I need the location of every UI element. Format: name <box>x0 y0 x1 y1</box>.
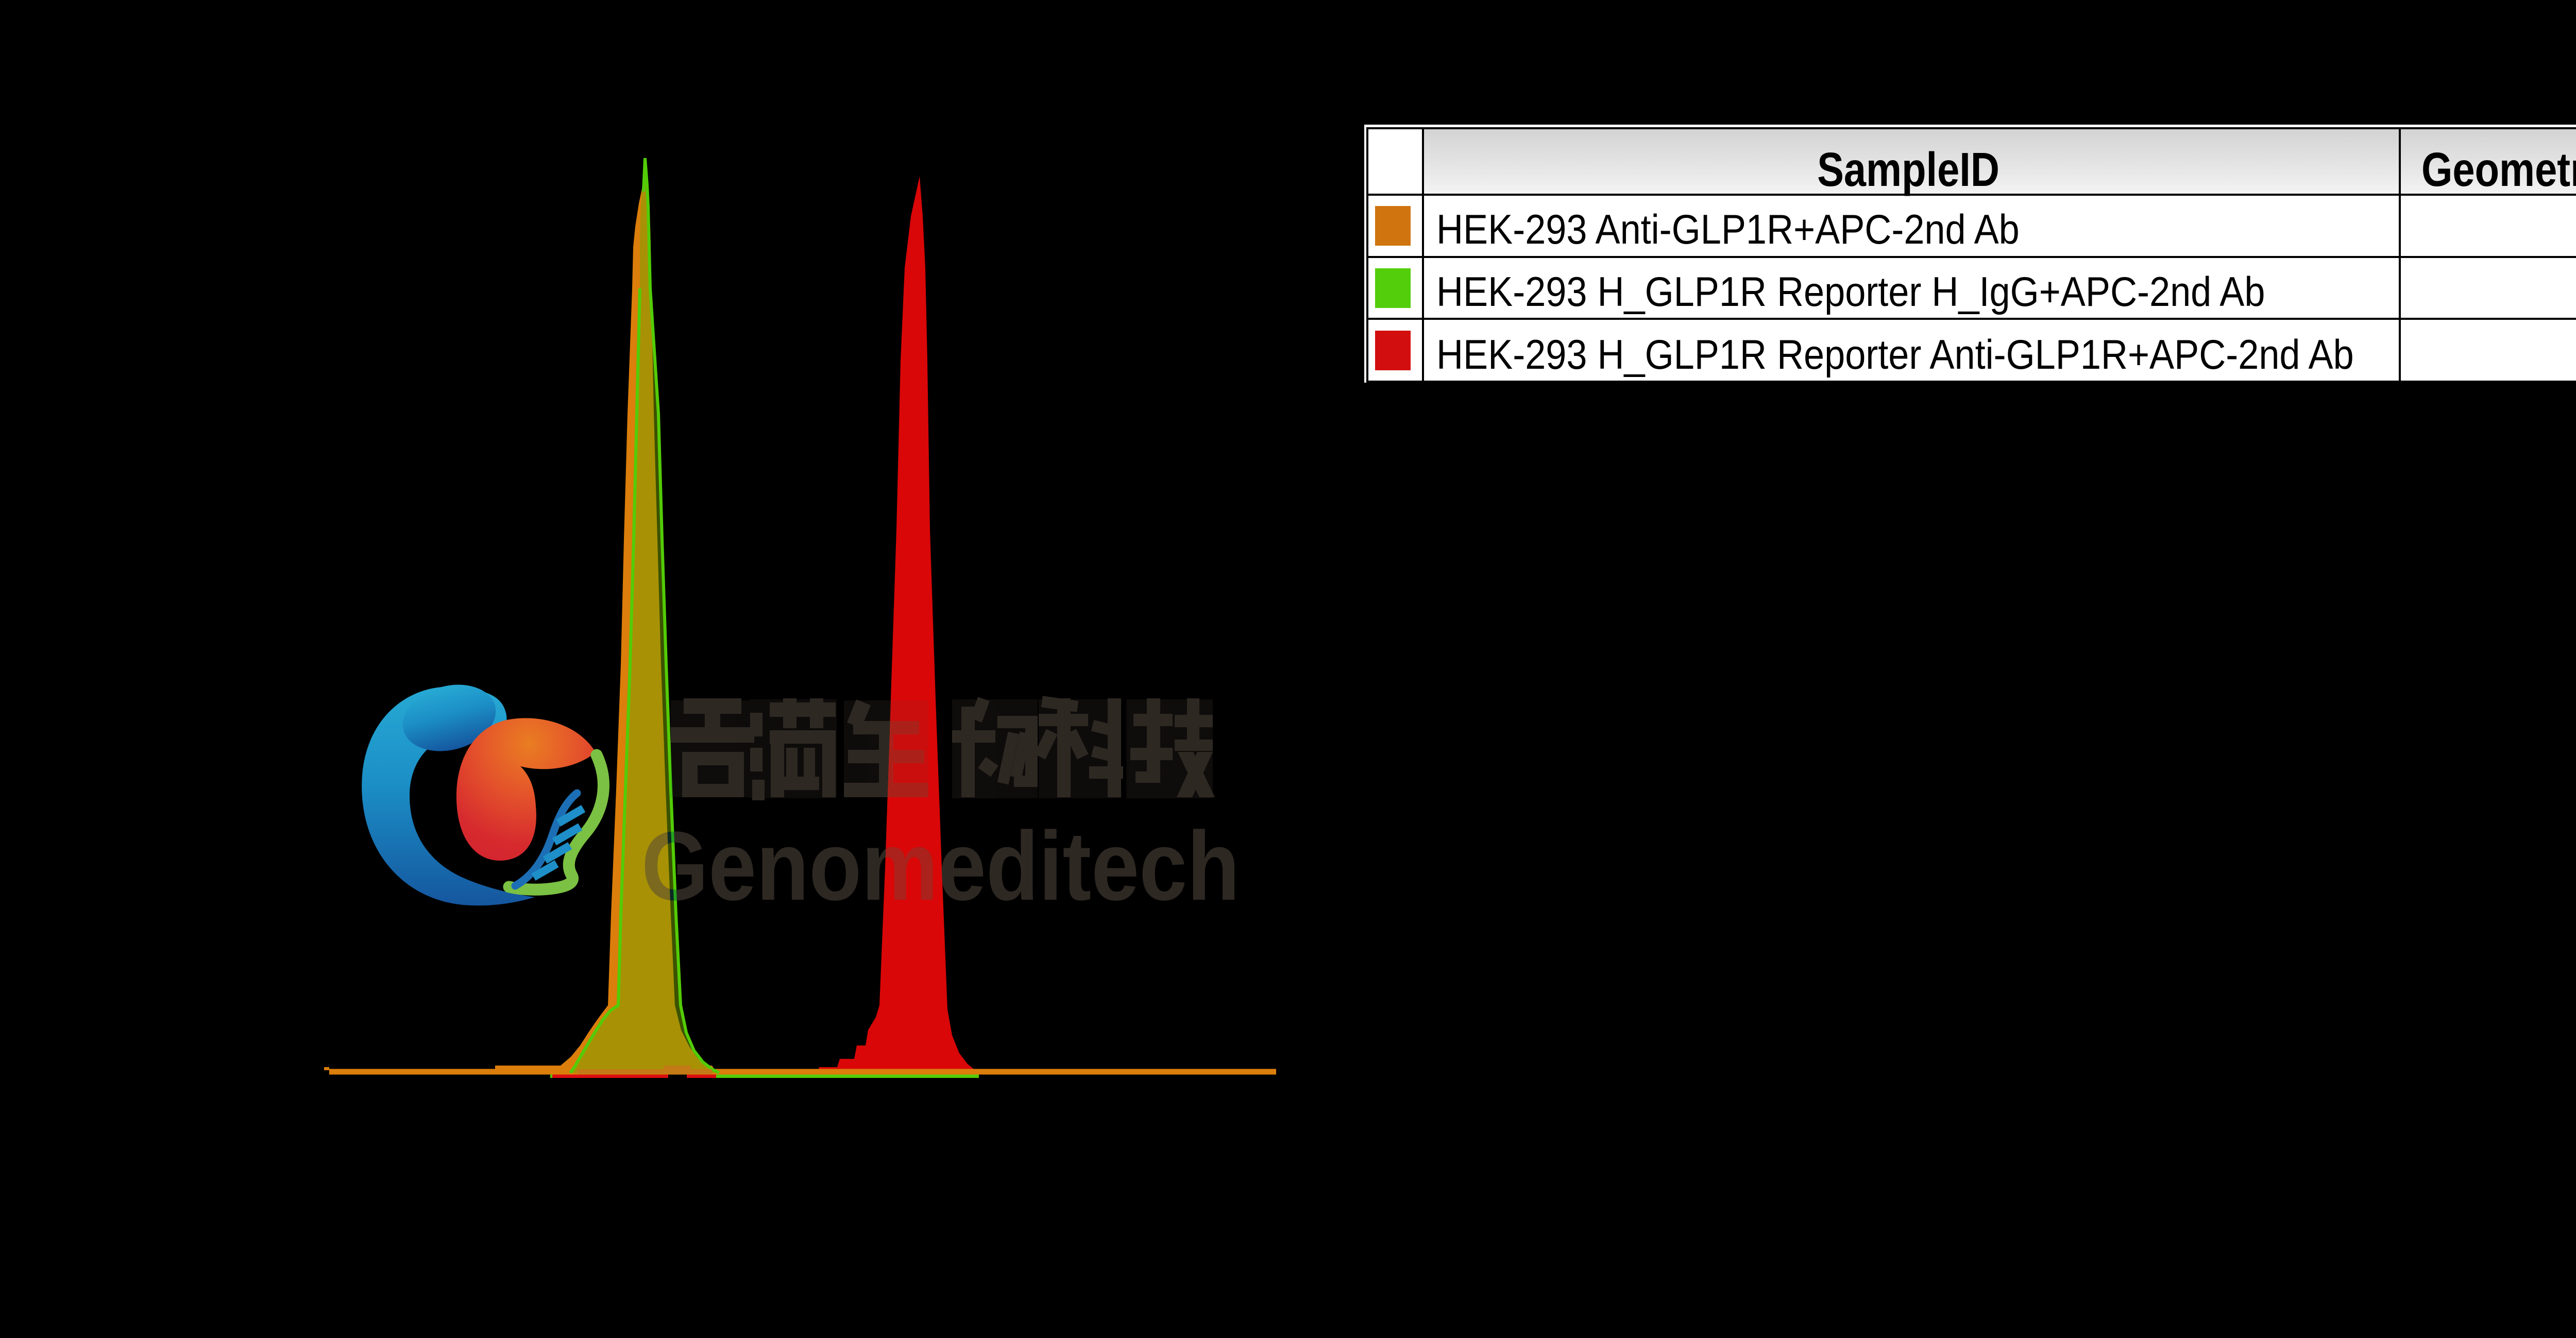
svg-text:Genomeditech: Genomeditech <box>641 811 1240 920</box>
